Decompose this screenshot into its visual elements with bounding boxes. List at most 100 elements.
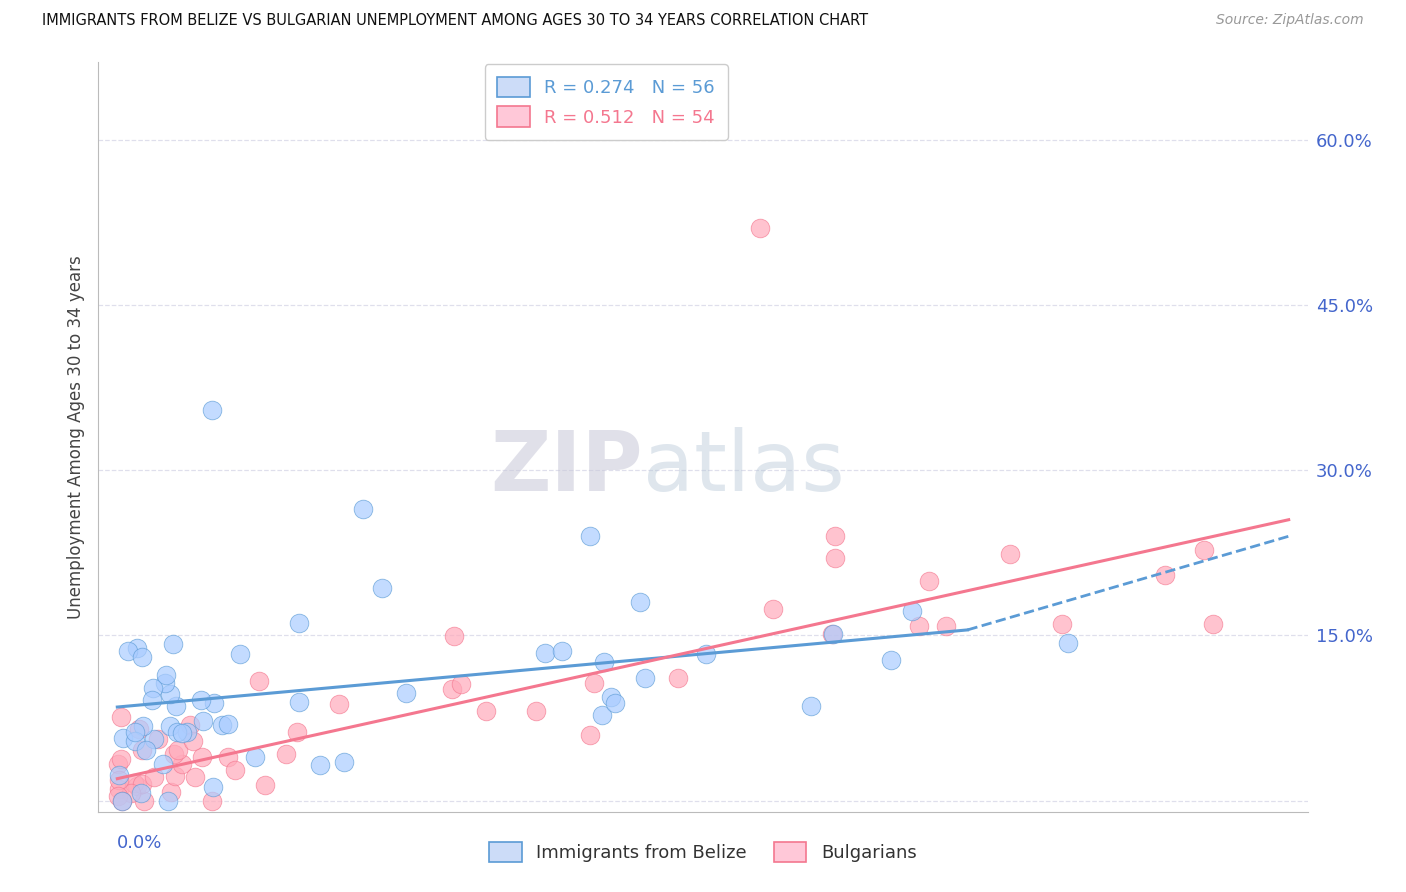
Point [599,690,621,705]
Point [666,671,689,685]
Point [127,640,149,655]
Point [111,794,134,808]
Point [162,747,184,762]
Text: ZIP: ZIP [491,426,643,508]
Point [1050,617,1073,632]
Point [880,652,903,666]
Point [142,731,165,746]
Point [159,718,181,732]
Point [165,698,187,713]
Point [821,627,844,641]
Point [901,604,924,618]
Point [534,646,557,660]
Point [821,627,844,641]
Point [450,677,472,691]
Point [143,770,166,784]
Legend: R = 0.274   N = 56, R = 0.512   N = 54: R = 0.274 N = 56, R = 0.512 N = 54 [485,64,728,140]
Text: IMMIGRANTS FROM BELIZE VS BULGARIAN UNEMPLOYMENT AMONG AGES 30 TO 34 YEARS CORRE: IMMIGRANTS FROM BELIZE VS BULGARIAN UNEM… [42,13,869,29]
Point [122,775,145,789]
Point [117,644,139,658]
Point [352,501,374,516]
Point [166,725,188,739]
Point [247,673,270,688]
Point [603,697,626,711]
Point [443,629,465,643]
Point [131,650,153,665]
Point [165,769,187,783]
Point [217,716,239,731]
Point [176,725,198,739]
Point [132,794,155,808]
Point [1192,543,1215,558]
Point [108,768,131,782]
Point [578,529,600,543]
Point [170,726,193,740]
Point [217,750,239,764]
Point [395,686,418,700]
Point [108,781,131,796]
Point [159,785,181,799]
Point [1057,636,1080,650]
Point [155,668,177,682]
Point [162,637,184,651]
Point [107,789,129,803]
Point [127,780,149,794]
Point [107,756,129,771]
Point [111,794,134,808]
Point [243,750,266,764]
Point [120,786,142,800]
Point [204,696,226,710]
Point [190,693,212,707]
Point [907,619,929,633]
Point [131,777,153,791]
Point [824,551,846,566]
Point [152,756,174,771]
Point [141,681,163,695]
Point [592,655,614,669]
Point [108,773,131,788]
Point [253,778,276,792]
Point [170,757,193,772]
Point [132,719,155,733]
Point [153,676,176,690]
Point [179,718,201,732]
Point [128,722,150,736]
Point [201,794,224,808]
Point [591,707,613,722]
Point [274,747,297,761]
Point [333,756,356,770]
Text: 0.0%: 0.0% [117,834,163,852]
Point [371,582,394,596]
Point [935,618,957,632]
Point [146,732,169,747]
Point [440,682,463,697]
Point [135,743,157,757]
Point [159,687,181,701]
Point [111,731,134,746]
Point [824,529,846,543]
Point [762,602,785,616]
Point [628,595,651,609]
Point [287,695,309,709]
Point [998,547,1021,561]
Y-axis label: Unemployment Among Ages 30 to 34 years: Unemployment Among Ages 30 to 34 years [66,255,84,619]
Point [578,728,600,742]
Point [475,705,498,719]
Point [288,616,311,631]
Point [129,786,152,800]
Point [110,752,132,766]
Point [229,647,252,661]
Point [524,705,547,719]
Point [550,644,572,658]
Point [124,734,146,748]
Point [202,780,225,794]
Point [181,733,204,747]
Point [131,743,153,757]
Point [110,710,132,724]
Point [748,220,770,235]
Point [583,676,606,690]
Point [193,714,215,728]
Point [918,574,941,588]
Point [800,698,823,713]
Text: Source: ZipAtlas.com: Source: ZipAtlas.com [1216,13,1364,28]
